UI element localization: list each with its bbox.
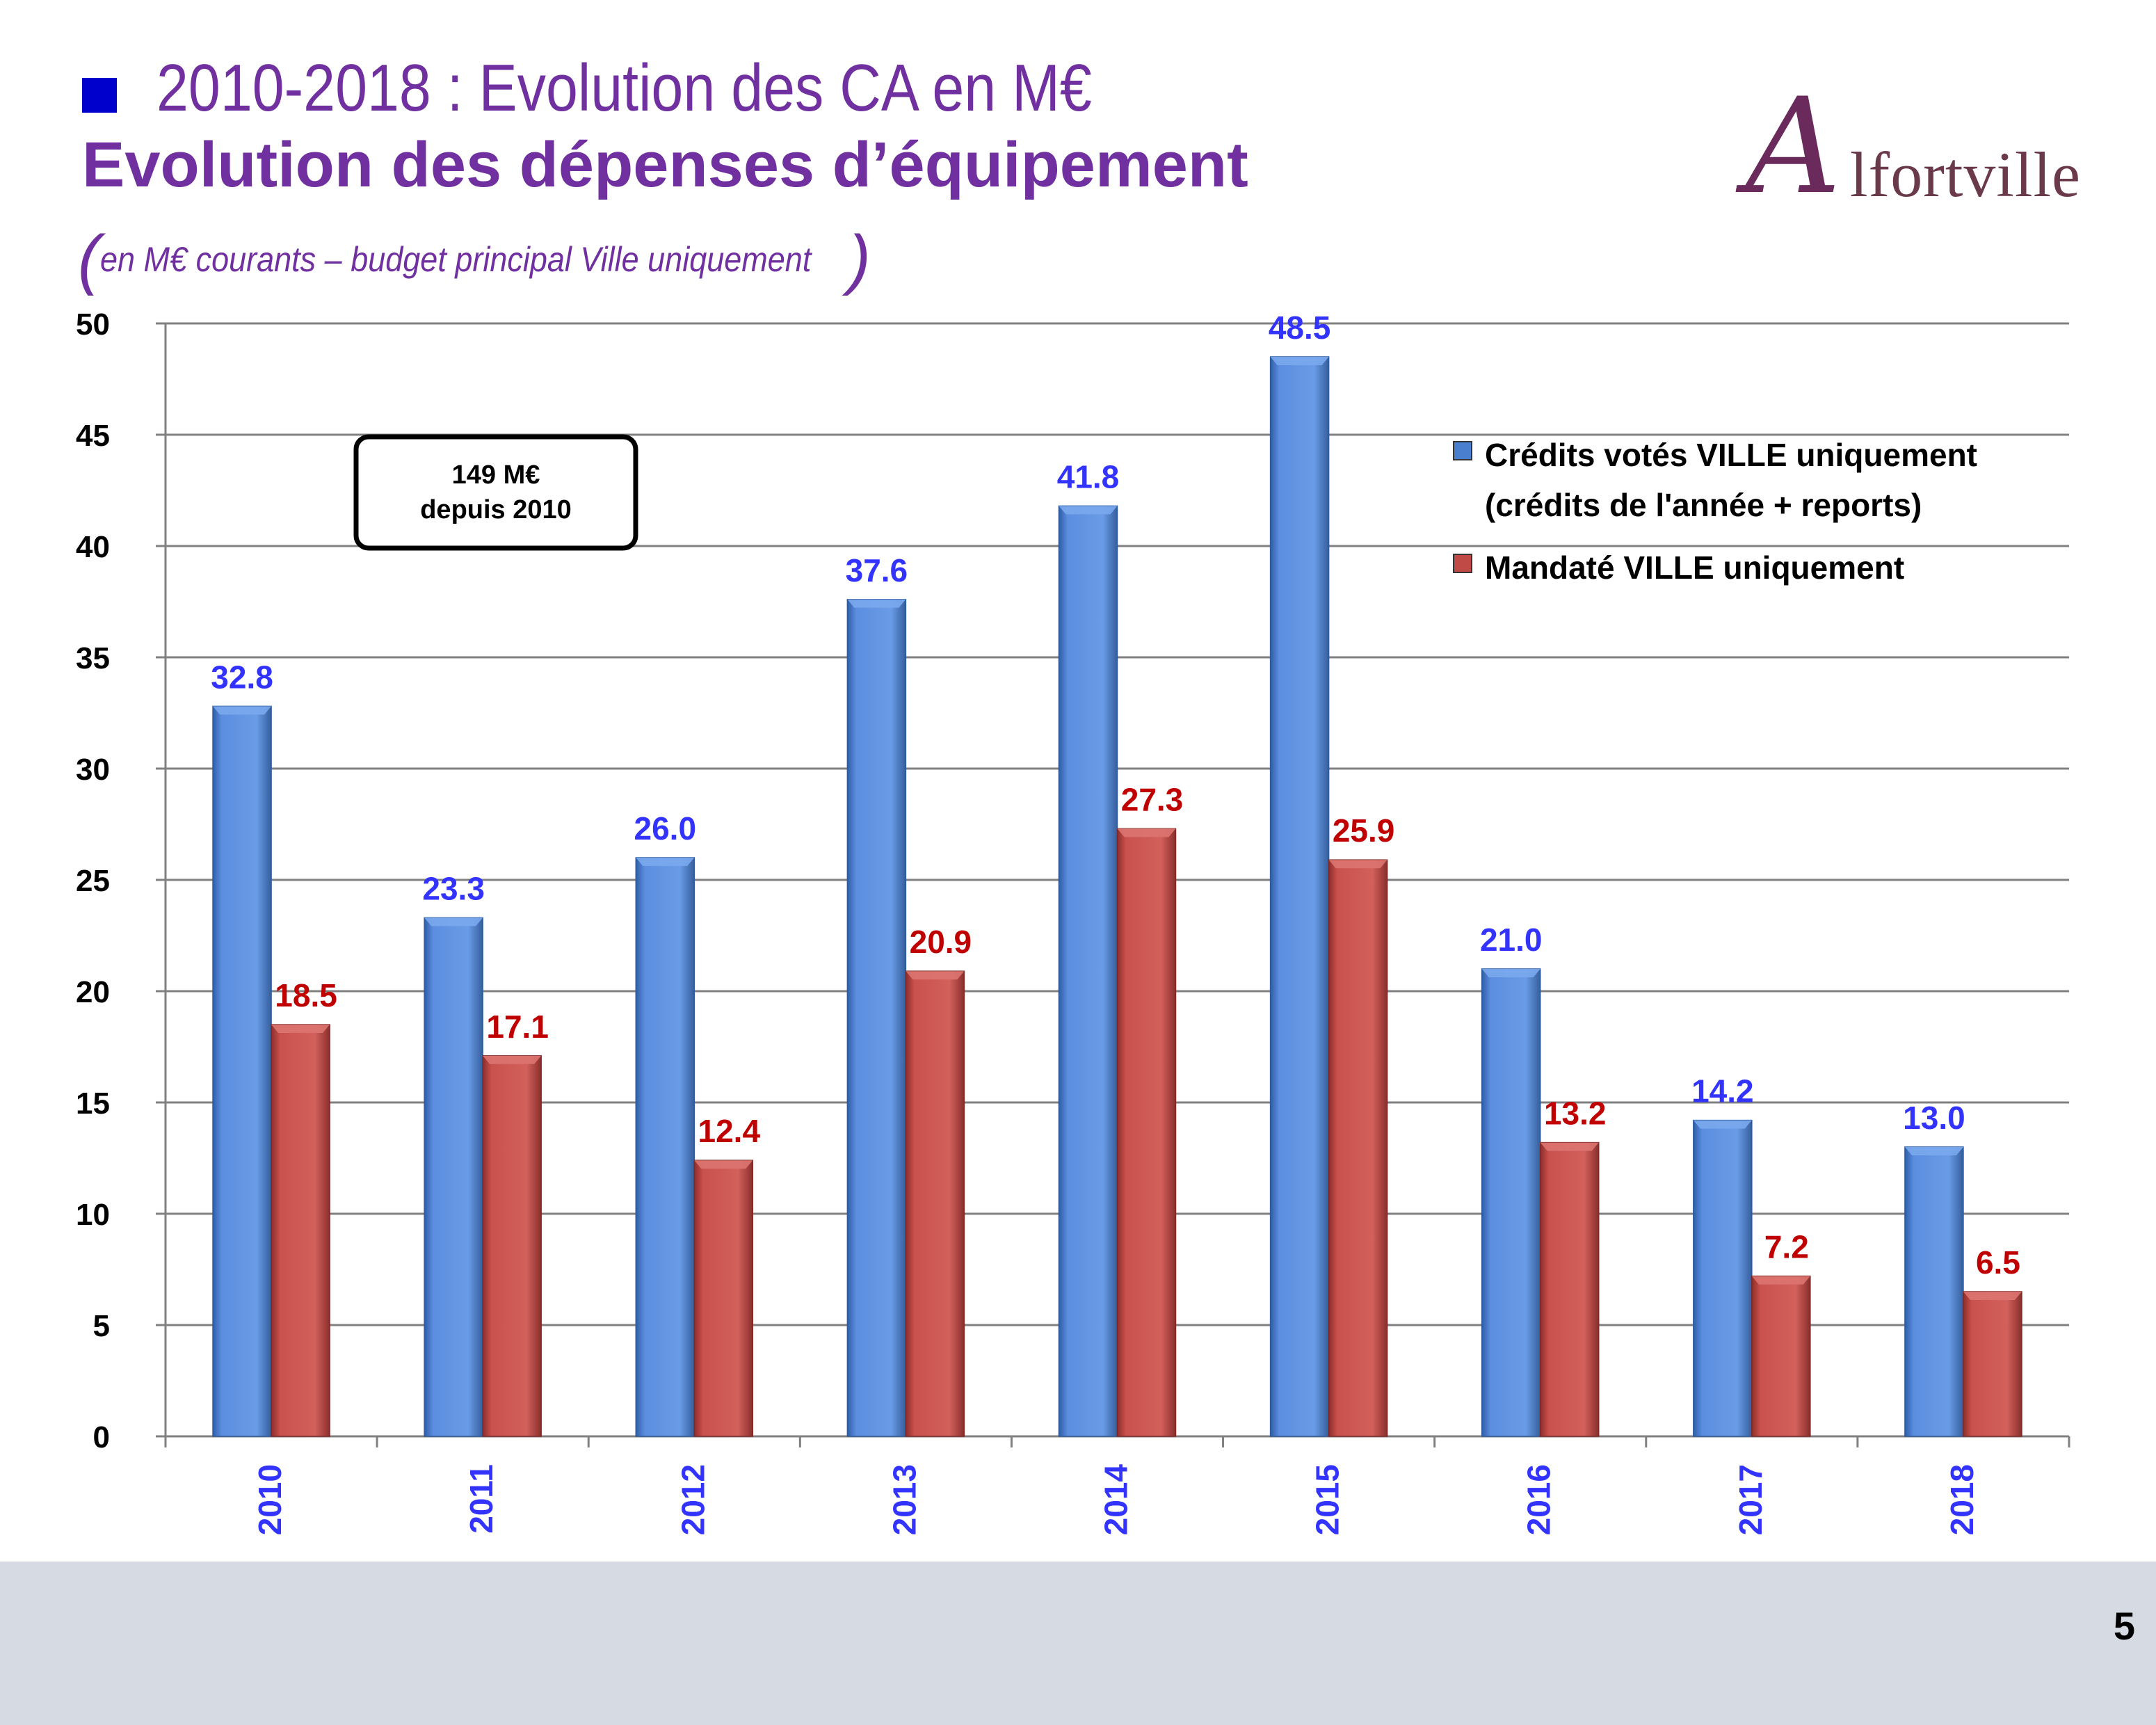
bar-credits — [1481, 968, 1541, 1437]
bar-bevel — [1904, 1147, 1963, 1155]
data-label: 12.4 — [698, 1113, 761, 1149]
bar-bevel — [1059, 506, 1118, 515]
total-annotation: 149 M€ depuis 2010 — [353, 434, 638, 551]
slide-footer: 5 — [0, 1562, 2156, 1725]
bar-bevel — [1481, 969, 1540, 977]
x-tick-label: 2012 — [675, 1464, 711, 1535]
bar-credits — [1693, 1119, 1753, 1437]
close-paren: ) — [848, 222, 871, 296]
bar-credits — [1058, 505, 1118, 1437]
bar-mandate — [1116, 828, 1177, 1437]
y-tick-label: 45 — [76, 419, 110, 453]
data-label: 27.3 — [1121, 781, 1184, 817]
bar-credits — [1269, 356, 1330, 1437]
bar-bevel — [847, 599, 906, 608]
logo-initial: A — [1746, 70, 1842, 223]
data-label: 48.5 — [1269, 310, 1331, 346]
data-label: 26.0 — [634, 810, 697, 847]
x-tick-label: 2014 — [1098, 1464, 1134, 1536]
chart-legend: Crédits votés VILLE uniquement (crédits d… — [1453, 437, 1977, 586]
bar-mandate — [905, 970, 965, 1437]
slide-title: 2010-2018 : Evolution des CA en M€ — [156, 51, 1092, 125]
annotation-line1: 149 M€ — [452, 460, 540, 490]
bar-bevel — [271, 1025, 330, 1033]
x-tick-label: 2011 — [463, 1464, 499, 1534]
data-label: 13.2 — [1544, 1096, 1607, 1132]
legend-marker — [1453, 554, 1472, 573]
bar-bevel — [1117, 828, 1176, 837]
bar-bevel — [636, 858, 695, 866]
y-tick-label: 35 — [76, 641, 110, 675]
data-label: 37.6 — [846, 552, 908, 588]
data-label: 17.1 — [486, 1009, 549, 1045]
data-label: 13.0 — [1903, 1100, 1965, 1136]
bar-chart: 0 5 10 15 20 25 30 35 40 45 50 32.8 18.5 2010 23.3 17.… — [76, 307, 2070, 1535]
bar-bevel — [906, 971, 965, 980]
bar-bevel — [694, 1160, 753, 1169]
open-paren: ( — [78, 222, 100, 296]
subtitle-text: en M€ courants – budget principal Ville … — [99, 240, 812, 279]
x-tick-label: 2010 — [252, 1464, 288, 1535]
y-tick-label: 20 — [76, 975, 110, 1009]
bar-bevel — [1540, 1142, 1599, 1151]
bar-credits — [635, 857, 695, 1437]
y-tick-label: 5 — [93, 1309, 110, 1343]
data-label: 7.2 — [1764, 1229, 1809, 1265]
legend-label: (crédits de l'année + reports) — [1485, 487, 1922, 523]
slide-header: 2010-2018 : Evolution des CA en M€ Evolu… — [0, 0, 2156, 320]
y-tick-label: 0 — [93, 1420, 110, 1454]
bar-bevel — [213, 706, 272, 715]
y-tick-label: 15 — [76, 1086, 110, 1121]
x-tick-label: 2018 — [1944, 1464, 1980, 1535]
bar-credits — [212, 705, 272, 1437]
bar-bevel — [483, 1055, 542, 1064]
x-tick-label: 2015 — [1310, 1464, 1346, 1535]
data-label: 25.9 — [1333, 812, 1395, 849]
y-tick-label: 30 — [76, 753, 110, 787]
data-label: 23.3 — [422, 870, 485, 906]
bar-mandate — [482, 1055, 542, 1437]
data-label: 41.8 — [1057, 458, 1120, 495]
bar-mandate — [693, 1160, 754, 1437]
slide-heading: Evolution des dépenses d’équipement — [82, 129, 1248, 200]
data-label: 32.8 — [211, 659, 273, 695]
bar-bevel — [1270, 357, 1329, 365]
bar-bevel — [1328, 860, 1387, 869]
bar-credits — [846, 599, 907, 1437]
annotation-line2: depuis 2010 — [420, 495, 572, 524]
bar-mandate — [1751, 1275, 1811, 1437]
data-label: 18.5 — [275, 977, 337, 1013]
y-tick-label: 50 — [76, 307, 110, 342]
bar-credits — [424, 917, 483, 1437]
bar-mandate — [1539, 1141, 1600, 1437]
bar-mandate — [1328, 859, 1388, 1437]
bar-bevel — [1963, 1292, 2022, 1300]
page-number: 5 — [2113, 1604, 2135, 1648]
data-label: 20.9 — [910, 924, 972, 960]
bar-layer — [212, 356, 2022, 1437]
y-tick-label: 10 — [76, 1198, 110, 1232]
x-tick-label: 2017 — [1732, 1464, 1769, 1535]
y-tick-label: 25 — [76, 864, 110, 898]
title-bullet — [82, 78, 117, 113]
x-tick-label: 2013 — [886, 1464, 922, 1535]
y-tick-label: 40 — [76, 530, 110, 564]
bar-bevel — [1693, 1120, 1752, 1129]
x-tick-label: 2016 — [1521, 1464, 1557, 1535]
bar-bevel — [424, 917, 483, 926]
label-layer: 32.8 18.5 2010 23.3 17.1 2011 26.0 12.4 2012 37.6… — [211, 310, 2020, 1535]
data-label: 21.0 — [1480, 922, 1543, 958]
data-label: 14.2 — [1691, 1073, 1754, 1109]
logo-wordmark: lfortville — [1850, 139, 2081, 210]
legend-marker — [1453, 441, 1472, 460]
bar-mandate — [1963, 1291, 2022, 1437]
bar-mandate — [271, 1024, 330, 1437]
chart-subtitle: ( en M€ courants – budget principal Vill… — [78, 221, 871, 298]
data-label: 6.5 — [1976, 1244, 2020, 1281]
legend-label: Crédits votés VILLE uniquement — [1485, 437, 1977, 473]
bar-bevel — [1751, 1276, 1810, 1285]
legend-label: Mandaté VILLE uniquement — [1485, 549, 1904, 586]
bar-credits — [1904, 1146, 1964, 1437]
